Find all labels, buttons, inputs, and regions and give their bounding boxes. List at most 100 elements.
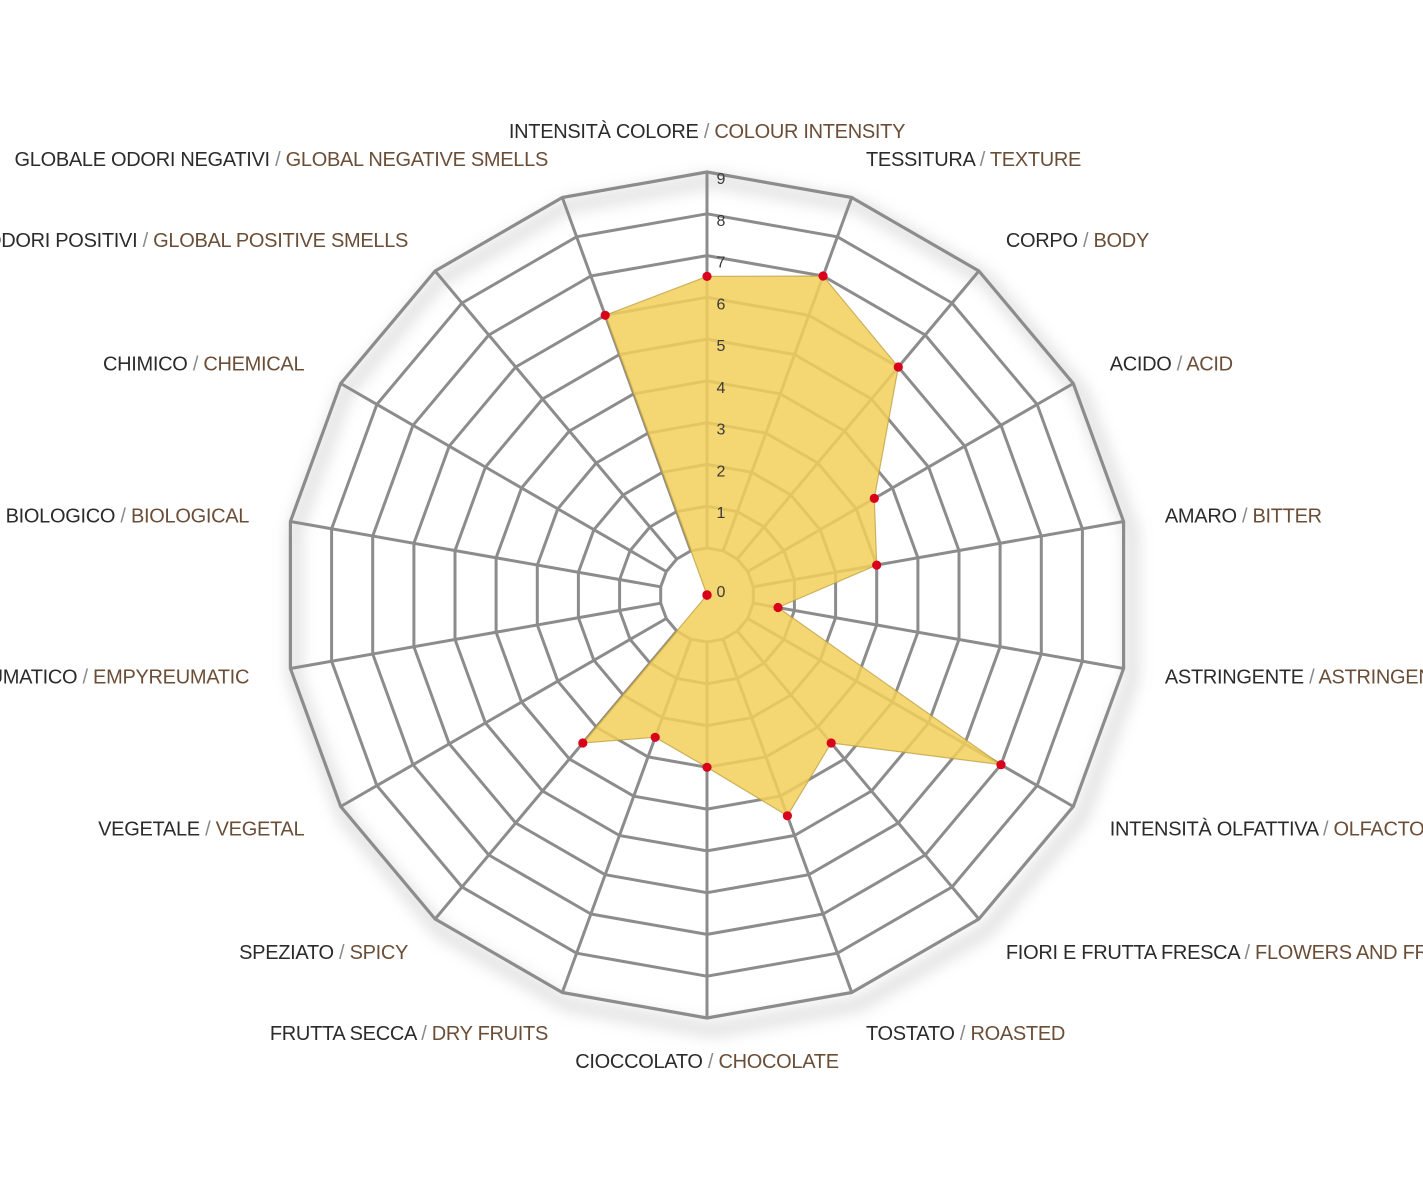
axis-label-15: BIOLOGICO / BIOLOGICAL [6,505,250,527]
axis-label-it: GLOBALE ODORI POSITIVI [0,230,137,252]
axis-label-it: FRUTTA SECCA [270,1023,418,1045]
axis-label-6: ASTRINGENTE / ASTRINGENT [1165,667,1423,689]
tick-label-7: 7 [717,255,726,272]
radial-tick-labels: 0 1 2 3 4 5 6 7 8 9 [717,171,726,601]
grid-spoke-17 [433,270,678,560]
axis-label-en: VEGETAL [216,819,305,841]
axis-label-separator: / [1239,942,1255,964]
axis-label-en: TEXTURE [990,149,1081,171]
data-point-6 [773,602,783,613]
data-point-10 [702,762,712,772]
axis-label-separator: / [200,819,216,841]
axis-label-separator: / [416,1023,432,1045]
axis-label-en: ACID [1186,354,1233,376]
axis-label-5: AMARO / BITTER [1165,505,1322,527]
axis-label-it: ASTRINGENTE [1165,667,1304,689]
chart-shadow [289,174,1137,1036]
grid-spoke-15 [290,520,661,589]
axis-label-17: GLOBALE ODORI POSITIVI / GLOBAL POSITIVE… [0,230,408,252]
axis-label-en: CHEMICAL [203,354,304,376]
axis-label-en: SPICY [350,942,409,964]
axis-label-en: ROASTED [970,1023,1065,1045]
axis-label-separator: / [1304,667,1319,689]
axis-label-it: TESSITURA [866,149,976,171]
axis-label-en: GLOBAL POSITIVE SMELLS [153,230,408,252]
axis-label-it: FIORI E FRUTTA FRESCA [1006,942,1241,964]
axis-label-it: INTENSITÀ COLORE [509,120,699,143]
axis-label-3: CORPO / BODY [1006,230,1149,252]
axis-label-it: ACIDO [1110,354,1172,376]
tick-label-9: 9 [717,171,726,188]
axis-label-separator: / [1318,819,1334,841]
axis-label-en: BODY [1094,230,1149,252]
axis-label-it: INTENSITÀ OLFATTIVA [1110,818,1320,841]
axis-label-7: INTENSITÀ OLFATTIVA / OLFACTORY INTENSIT… [1110,818,1423,841]
axis-label-8: FIORI E FRUTTA FRESCA / FLOWERS AND FRES… [1006,942,1423,964]
axis-label-en: BIOLOGICAL [131,505,249,527]
axis-label-en: BITTER [1253,505,1322,527]
grid-spoke-13 [339,617,668,808]
tick-label-3: 3 [717,422,726,439]
axis-label-separator: / [77,667,93,689]
data-area [582,275,1002,817]
outer-ring-shadow [289,174,1137,1036]
axis-label-separator: / [334,942,350,964]
axis-label-separator: / [955,1023,971,1045]
data-point-9 [782,811,793,821]
tick-label-1: 1 [717,505,726,522]
grid-spoke-14 [290,601,661,670]
tick-label-4: 4 [717,380,726,397]
axis-label-14: EMPIREUMATICO / EMPYREUMATIC [0,667,249,689]
axis-label-en: OLFACTORY INTENSITY [1334,819,1423,841]
tick-label-5: 5 [717,338,726,355]
axis-label-separator: / [699,121,715,143]
axis-label-en: EMPYREUMATIC [93,667,249,689]
data-point-4 [869,493,879,503]
data-point-12 [578,738,588,748]
tick-label-0: 0 [717,584,726,601]
grid-spoke-6 [753,601,1124,670]
axis-label-it: VEGETALE [98,819,200,841]
data-series [578,271,1006,821]
axis-label-en: FLOWERS AND FRESH FRUITS [1255,942,1423,964]
axis-label-separator: / [137,230,153,252]
data-point-3 [893,362,903,372]
axis-label-it: CHIMICO [103,354,188,376]
axis-label-it: SPEZIATO [239,942,334,964]
axis-label-separator: / [188,354,204,376]
axis-label-separator: / [1237,505,1253,527]
axis-label-en: GLOBAL NEGATIVE SMELLS [286,149,548,171]
axis-label-18: GLOBALE ODORI NEGATIVI / GLOBAL NEGATIVE… [15,149,549,171]
axis-label-it: CIOCCOLATO [575,1051,702,1073]
grid-spoke-16 [339,382,668,573]
axis-label-separator: / [1078,230,1094,252]
data-point-8 [826,738,836,748]
axis-label-en: ASTRINGENT [1319,667,1423,689]
axis-label-16: CHIMICO / CHEMICAL [103,354,304,376]
tick-label-2: 2 [717,463,726,480]
axis-label-it: EMPIREUMATICO [0,667,77,689]
axis-label-11: FRUTTA SECCA / DRY FRUITS [270,1023,548,1045]
axis-label-en: DRY FRUITS [432,1023,548,1045]
axis-label-separator: / [1172,354,1187,376]
axis-label-separator: / [115,505,131,527]
axis-labels: INTENSITÀ COLORE / COLOUR INTENSITY TESSI… [0,120,1423,1073]
tick-label-6: 6 [717,296,726,313]
axis-label-separator: / [974,149,989,171]
axis-label-it: TOSTATO [866,1023,955,1045]
axis-label-separator: / [703,1051,719,1073]
data-point-18 [600,310,610,320]
axis-label-it: CORPO [1006,230,1078,252]
data-point-11 [650,732,660,742]
axis-label-it: GLOBALE ODORI NEGATIVI [15,149,270,171]
tick-label-8: 8 [717,213,726,230]
data-point-5 [872,560,882,570]
axis-label-it: BIOLOGICO [6,505,116,527]
data-point-17 [702,590,712,600]
axis-label-2: TESSITURA / TEXTURE [866,149,1081,171]
axis-label-12: SPEZIATO / SPICY [239,942,408,964]
axis-label-4: ACIDO / ACID [1110,354,1233,376]
axis-label-it: AMARO [1165,505,1237,527]
data-point-1 [702,271,712,281]
